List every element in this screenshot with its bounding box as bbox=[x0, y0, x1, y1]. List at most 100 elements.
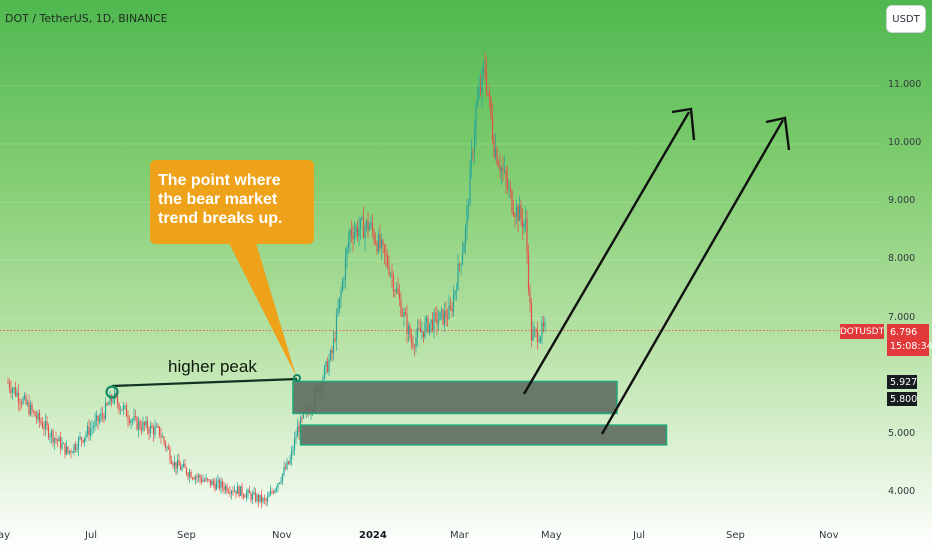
candle bbox=[440, 306, 443, 321]
candle bbox=[50, 428, 53, 444]
candle bbox=[107, 401, 110, 406]
candle bbox=[56, 438, 59, 448]
candle bbox=[392, 271, 395, 298]
candle bbox=[122, 402, 125, 415]
candle bbox=[19, 398, 21, 412]
candle bbox=[343, 275, 345, 289]
candle bbox=[202, 474, 204, 483]
support-zone-1[interactable] bbox=[292, 380, 618, 415]
candle bbox=[362, 206, 365, 239]
candle bbox=[371, 213, 374, 239]
x-tick-label: May bbox=[541, 530, 562, 541]
candle bbox=[221, 478, 224, 493]
candle bbox=[424, 315, 426, 339]
candle bbox=[77, 435, 80, 457]
candle bbox=[25, 392, 27, 406]
last-price-value: 6.796 bbox=[890, 327, 918, 338]
candle bbox=[8, 378, 11, 394]
candle bbox=[154, 419, 156, 439]
candle bbox=[244, 493, 246, 498]
candle bbox=[26, 399, 29, 408]
arrow-2-line[interactable] bbox=[600, 119, 785, 435]
candle bbox=[505, 166, 507, 194]
arrow-1-line[interactable] bbox=[522, 111, 691, 395]
peak-marker-left[interactable] bbox=[105, 385, 119, 399]
candle bbox=[242, 493, 245, 500]
candle bbox=[145, 416, 147, 429]
candle bbox=[208, 479, 210, 483]
candle bbox=[530, 297, 533, 348]
candle bbox=[170, 456, 173, 465]
candle bbox=[95, 410, 98, 427]
higher-peak-label[interactable]: higher peak bbox=[168, 357, 257, 376]
candle bbox=[475, 101, 477, 146]
candle bbox=[358, 216, 360, 247]
candle bbox=[478, 74, 480, 101]
candle bbox=[485, 56, 488, 96]
peak-marker-right[interactable] bbox=[293, 374, 301, 382]
candle bbox=[17, 384, 20, 411]
candle bbox=[110, 393, 113, 408]
candle bbox=[47, 423, 50, 441]
candle bbox=[104, 397, 107, 421]
candle bbox=[512, 199, 515, 218]
candle bbox=[368, 221, 371, 232]
callout-pointer bbox=[229, 243, 296, 376]
candle bbox=[118, 402, 120, 415]
candle bbox=[370, 216, 372, 229]
candle bbox=[28, 394, 30, 417]
candle bbox=[151, 422, 153, 429]
y-tick-label: 7.000 bbox=[888, 311, 916, 323]
candle bbox=[119, 406, 122, 415]
candle bbox=[250, 491, 252, 503]
callout-box[interactable]: The point where the bear market trend br… bbox=[150, 160, 314, 244]
candle bbox=[532, 320, 534, 342]
candle bbox=[493, 134, 495, 159]
candle bbox=[80, 436, 83, 447]
support-zone-2[interactable] bbox=[299, 424, 668, 446]
candle bbox=[196, 473, 198, 484]
candle bbox=[445, 301, 447, 327]
candle bbox=[280, 477, 282, 485]
candle bbox=[46, 416, 48, 431]
symbol-title[interactable]: DOT / TetherUS, 1D, BINANCE bbox=[5, 12, 168, 25]
candle bbox=[259, 494, 261, 504]
candle bbox=[446, 308, 449, 327]
candle bbox=[331, 346, 333, 362]
candle bbox=[160, 427, 162, 444]
candle bbox=[187, 471, 189, 481]
candle bbox=[11, 386, 14, 400]
y-tick-label: 4.000 bbox=[888, 486, 916, 498]
candle bbox=[41, 417, 44, 429]
candle bbox=[112, 394, 114, 405]
candle bbox=[140, 420, 143, 436]
candle bbox=[377, 228, 380, 254]
candle bbox=[137, 416, 140, 438]
candle bbox=[536, 321, 539, 350]
candle bbox=[433, 308, 435, 339]
candle bbox=[121, 409, 123, 411]
candle bbox=[229, 485, 231, 498]
candle bbox=[325, 360, 327, 375]
candle bbox=[482, 60, 485, 80]
candle bbox=[451, 301, 453, 318]
candle bbox=[278, 482, 281, 485]
candle bbox=[431, 312, 434, 333]
candle bbox=[49, 433, 51, 443]
bar-countdown: 15:08:34 bbox=[890, 341, 932, 352]
higher-peak-trendline[interactable] bbox=[111, 377, 298, 388]
candle bbox=[218, 477, 221, 491]
candle bbox=[481, 66, 483, 109]
y-tick-label: 10.000 bbox=[888, 137, 922, 148]
candle bbox=[190, 469, 192, 479]
candle bbox=[251, 490, 254, 505]
candle bbox=[535, 327, 537, 338]
candle bbox=[44, 413, 47, 436]
candle bbox=[128, 415, 131, 426]
candle bbox=[527, 244, 530, 296]
candle bbox=[169, 445, 171, 464]
currency-button[interactable]: USDT bbox=[886, 5, 926, 33]
candle bbox=[334, 331, 336, 344]
